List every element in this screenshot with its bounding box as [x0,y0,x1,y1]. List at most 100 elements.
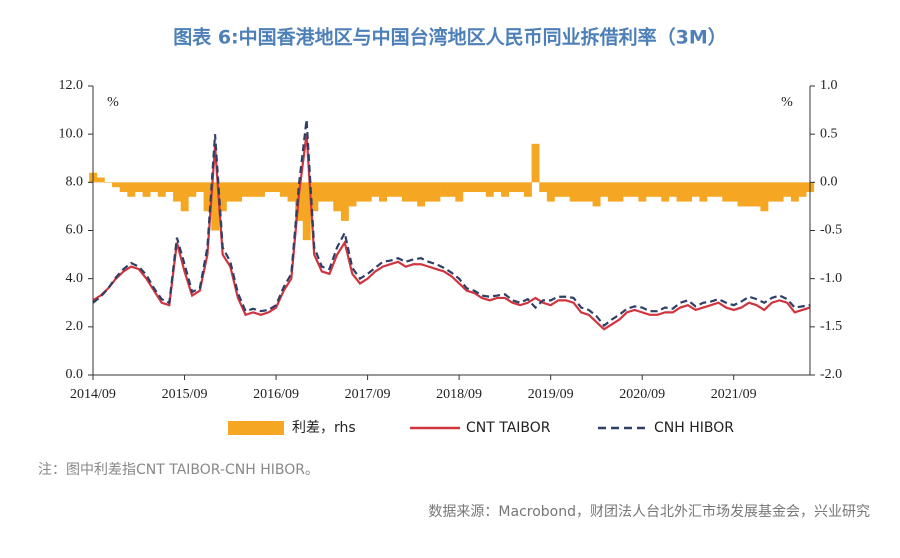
spread-bar [226,182,235,202]
spread-bar [287,182,296,202]
spread-bar [318,182,326,202]
y-tick-label: 10.0 [59,126,84,141]
spread-bar [615,182,624,202]
spread-bar [623,182,632,197]
spread-bar [310,182,319,212]
spread-bar [539,182,548,192]
spread-bar [768,182,776,202]
legend-label: CNT TAIBOR [466,420,551,436]
spread-bar [401,182,410,202]
spread-bar [249,182,258,197]
y2-tick-label: -1.0 [820,271,842,286]
spread-bar [699,182,708,202]
spread-bar [386,182,395,197]
spread-bar [104,182,113,183]
spread-bar [562,182,571,197]
spread-bar [722,182,731,202]
spread-bar [447,182,456,197]
note: 注：图中利差指CNT TAIBOR-CNH HIBOR。 [38,462,319,478]
spread-bar [676,182,685,202]
spread-bar [501,182,510,197]
spread-bar [180,182,189,212]
x-tick-label: 2014/09 [70,387,116,402]
spread-bar [211,182,220,231]
spread-bar [523,182,532,197]
spread-bar [554,182,563,197]
spread-bar [234,182,243,202]
y-unit: % [107,95,119,110]
spread-bar [455,182,464,202]
spread-bar [134,182,143,192]
spread-bar [745,182,754,207]
spread-bar [241,182,250,197]
y-tick-label: 8.0 [66,175,84,190]
spread-bar [173,182,182,202]
spread-bar [440,182,448,197]
spread-bar [638,182,647,202]
spread-bar [340,182,349,221]
spread-bar [279,182,288,197]
spread-bar [653,182,662,197]
spread-bar [478,182,487,192]
spread-bar [546,182,555,202]
spread-bar [157,182,166,197]
spread-bar [325,182,334,202]
spread-bar [119,182,128,192]
spread-bar [188,182,197,197]
y-tick-label: 2.0 [66,319,84,334]
spread-bar [203,182,212,212]
x-tick-label: 2015/09 [162,387,208,402]
spread-bar [707,182,715,197]
y2-tick-label: -0.5 [820,223,842,238]
spread-bar [470,182,479,192]
spread-bar [394,182,403,197]
spread-bar [96,177,105,183]
spread-bar [272,182,281,192]
spread-bar [646,182,654,197]
x-tick-label: 2021/09 [711,387,757,402]
line [92,134,811,331]
spread-bar [432,182,441,202]
y-tick-label: 12.0 [59,78,84,93]
spread-bar [577,182,586,202]
spread-bar [409,182,418,202]
spread-bar [531,143,540,183]
line [92,119,811,328]
y2-tick-label: 1.0 [820,78,838,93]
y-tick-label: 0.0 [66,367,84,382]
spread-bar [661,182,670,202]
spread-bar [356,182,365,202]
spread-bar [760,182,769,212]
spread-bar [256,182,265,197]
spread-bar [424,182,433,202]
y2-unit: % [781,95,793,110]
spread-bar [508,182,517,192]
spread-bar [165,182,174,192]
legend-label: 利差，rhs [292,420,356,436]
spread-bar [112,182,120,188]
y-tick-label: 4.0 [66,271,84,286]
spread-bar [264,182,273,192]
y-tick-label: 6.0 [66,223,84,238]
spread-bar [668,182,677,197]
spread-bar [333,182,342,212]
spread-bar [775,182,784,202]
spread-bar [737,182,746,207]
spread-bar [371,182,380,197]
spread-bar [142,182,151,197]
spread-bar [348,182,357,207]
source: 数据来源：Macrobond，财团法人台北外汇市场发展基金会，兴业研究 [428,503,870,520]
y2-tick-label: 0.0 [820,175,838,190]
spread-bar [462,182,471,192]
chart-title: 图表 6:中国香港地区与中国台湾地区人民币同业拆借利率（3M） [173,26,727,49]
spread-bar [569,182,578,202]
x-tick-label: 2017/09 [345,387,391,402]
spread-bar [485,182,494,197]
spread-bar [302,182,311,241]
spread-bar [714,182,723,197]
spread-bar [592,182,601,207]
spread-bar [150,182,159,192]
spread-bar [607,182,616,202]
spread-bar [798,182,807,197]
